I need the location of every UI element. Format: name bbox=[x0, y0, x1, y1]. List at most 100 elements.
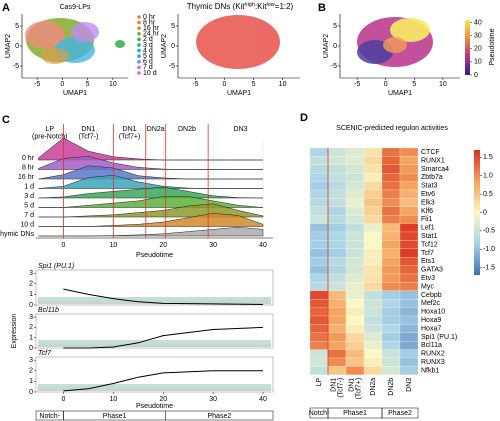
title-part: high bbox=[245, 2, 255, 8]
stage-label: (Tcf7-) bbox=[78, 133, 98, 140]
heatmap-cell bbox=[327, 257, 347, 266]
stage-label: DN3 bbox=[234, 126, 248, 133]
ridge bbox=[38, 226, 264, 237]
heatmap-cell bbox=[399, 257, 419, 266]
heatmap-cell bbox=[399, 341, 419, 350]
y-tick-label: 5 bbox=[333, 23, 337, 30]
heatmap-cell bbox=[363, 164, 383, 174]
cloud bbox=[115, 40, 125, 48]
heatmap-cell bbox=[381, 189, 401, 199]
colorbar-tick-label: 30 bbox=[474, 33, 482, 40]
heatmap-cell bbox=[327, 341, 347, 350]
heatmap-cell bbox=[399, 366, 419, 375]
heatmap-cell bbox=[399, 240, 419, 249]
legend-label: 7 d bbox=[143, 64, 153, 71]
row-label: Etv6 bbox=[421, 191, 435, 198]
heatmap-cell bbox=[363, 341, 383, 350]
stage-label: (Tcf7+) bbox=[119, 133, 141, 140]
y-tick-label: 1 bbox=[29, 335, 33, 342]
heatmap-cell bbox=[363, 223, 383, 233]
phase-label: Notch- bbox=[39, 413, 60, 420]
heatmap-cell bbox=[399, 164, 419, 174]
y-tick-label: 0 bbox=[171, 43, 175, 50]
colorbar-tick-label: 10 bbox=[474, 59, 482, 66]
heatmap-cell bbox=[381, 341, 401, 350]
legend-swatch bbox=[137, 71, 141, 75]
y-tick-label: 0 bbox=[29, 389, 33, 396]
heatmap-cell bbox=[345, 307, 365, 317]
title-part: Thymic DNs (Kit bbox=[187, 2, 246, 11]
y-tick-label: 0 bbox=[29, 345, 33, 352]
colorbar-tick-label: -1.0 bbox=[483, 246, 495, 253]
x-tick-label: 20 bbox=[159, 242, 167, 249]
phase-box bbox=[381, 407, 419, 419]
x-axis-label: UMAP1 bbox=[388, 90, 412, 97]
heatmap-cell bbox=[327, 248, 347, 258]
gene-title: Bcl11b bbox=[38, 307, 59, 314]
heatmap-cell bbox=[381, 265, 401, 275]
colorbar-tick-label: 1.0 bbox=[483, 173, 493, 180]
heatmap-cell bbox=[363, 357, 383, 367]
x-tick-label: 40 bbox=[259, 396, 267, 403]
heatmap-cell bbox=[345, 282, 365, 291]
heatmap-cell bbox=[309, 206, 329, 216]
heatmap-cell bbox=[309, 173, 329, 182]
heatmap-cell bbox=[381, 290, 401, 300]
row-label: GATA3 bbox=[421, 267, 443, 274]
heatmap-cell bbox=[309, 290, 329, 300]
row-label: Myc bbox=[421, 283, 434, 290]
heatmap-cell bbox=[399, 315, 419, 325]
heatmap-cell bbox=[327, 290, 347, 300]
heatmap-cell bbox=[381, 324, 401, 333]
column-label: LP bbox=[316, 377, 323, 386]
heatmap-cell bbox=[345, 231, 365, 241]
row-label: Etv3 bbox=[421, 275, 435, 282]
y-tick-label: 1 bbox=[29, 378, 33, 385]
heatmap-cell bbox=[381, 273, 401, 283]
colorbar-tick-label: 1.5 bbox=[483, 154, 493, 161]
heatmap-cell bbox=[309, 248, 329, 258]
row-label: Zbtb7a bbox=[421, 174, 443, 181]
heatmap-cell bbox=[381, 215, 401, 224]
heatmap-cell bbox=[345, 366, 365, 375]
row-label: CTCF bbox=[421, 149, 440, 156]
legend-swatch bbox=[137, 20, 141, 25]
heatmap-cell bbox=[309, 181, 329, 191]
x-tick-label: 20 bbox=[159, 396, 167, 403]
colorbar-label: Pseudotime bbox=[489, 28, 496, 65]
row-label: RUNX2 bbox=[421, 351, 445, 358]
x-tick-label: 30 bbox=[209, 242, 217, 249]
x-axis-label: UMAP1 bbox=[63, 90, 87, 97]
heatmap-cell bbox=[381, 223, 401, 233]
heatmap-cell bbox=[381, 257, 401, 266]
heatmap-cell bbox=[345, 357, 365, 367]
umap-clouds bbox=[25, 15, 433, 69]
row-label: Klf6 bbox=[421, 208, 433, 215]
row-label: Tcf12 bbox=[421, 241, 438, 248]
heatmap-cell bbox=[309, 147, 329, 157]
cloud bbox=[196, 15, 280, 69]
x-tick-label: 0 bbox=[61, 396, 65, 403]
heatmap-cell bbox=[327, 307, 347, 317]
panel-label: A bbox=[2, 2, 10, 14]
heatmap-cell bbox=[327, 181, 347, 191]
colorbar-tick-label: 0 bbox=[474, 72, 478, 79]
heatmap-cell bbox=[363, 290, 383, 300]
y-tick-label: 5 bbox=[171, 23, 175, 30]
heatmap-cell bbox=[363, 173, 383, 182]
heatmap-cell bbox=[327, 240, 347, 249]
heatmap-cell bbox=[309, 240, 329, 249]
ridge-label: 5 d bbox=[24, 202, 34, 209]
row-label: Hoxa7 bbox=[421, 325, 441, 332]
y-axis-label: UMAP2 bbox=[161, 34, 168, 58]
heatmap-cell bbox=[345, 324, 365, 333]
heatmap-cell bbox=[345, 223, 365, 233]
heatmap-cell bbox=[309, 198, 329, 207]
legend-label: 4 d bbox=[143, 47, 153, 54]
row-label: Smarca4 bbox=[421, 166, 449, 173]
cell-cloud bbox=[38, 384, 271, 391]
heatmap-cell bbox=[399, 189, 419, 199]
x-tick-label: 0 bbox=[60, 81, 64, 88]
x-tick-label: 30 bbox=[209, 396, 217, 403]
stage-label: (pre-Notch) bbox=[32, 133, 67, 140]
